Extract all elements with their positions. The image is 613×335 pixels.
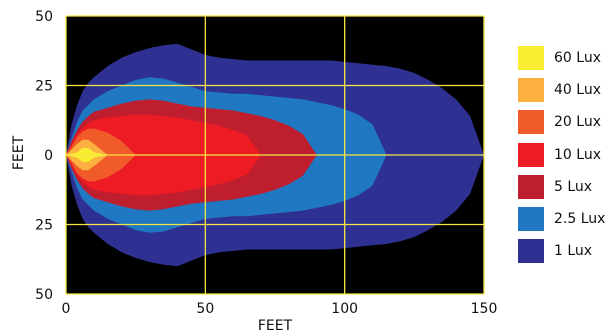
- grid-layer: [65, 15, 485, 295]
- x-tick-label: 0: [62, 301, 71, 317]
- legend-swatch: [518, 142, 544, 167]
- legend-label: 20 Lux: [554, 114, 601, 131]
- legend-label: 5 Lux: [554, 178, 593, 195]
- legend-item: 10 Lux: [518, 139, 605, 171]
- x-axis-title: FEET: [258, 318, 293, 334]
- x-tick-label: 100: [331, 301, 358, 317]
- legend-label: 10 Lux: [554, 146, 601, 163]
- legend-label: 40 Lux: [554, 82, 601, 99]
- y-tick-label: 25: [35, 79, 53, 95]
- legend-item: 20 Lux: [518, 106, 605, 138]
- x-tick-label: 50: [196, 301, 214, 317]
- y-tick-label: 0: [44, 148, 53, 164]
- plot-area: [65, 15, 485, 295]
- legend-swatch: [518, 207, 544, 232]
- legend-swatch: [518, 110, 544, 135]
- x-tick-label: 150: [471, 301, 498, 317]
- legend-swatch: [518, 239, 544, 264]
- y-axis-title: FEET: [11, 135, 27, 170]
- legend: 60 Lux 40 Lux 20 Lux 10 Lux 5 Lux 2.5 Lux 1 Lu…: [518, 42, 605, 267]
- y-axis-ticks: 50 25 0 25 50: [35, 9, 53, 303]
- legend-label: 60 Lux: [554, 50, 601, 67]
- x-axis-ticks: 0 50 100 150: [62, 301, 498, 317]
- y-tick-label: 50: [35, 287, 53, 303]
- legend-item: 1 Lux: [518, 235, 605, 267]
- legend-label: 2.5 Lux: [554, 211, 606, 228]
- legend-item: 2.5 Lux: [518, 203, 605, 235]
- legend-item: 40 Lux: [518, 74, 605, 106]
- y-tick-label: 25: [35, 218, 53, 234]
- legend-swatch: [518, 174, 544, 199]
- legend-swatch: [518, 78, 544, 103]
- legend-label: 1 Lux: [554, 243, 593, 260]
- legend-item: 60 Lux: [518, 42, 605, 74]
- legend-item: 5 Lux: [518, 171, 605, 203]
- legend-swatch: [518, 46, 544, 71]
- y-tick-label: 50: [35, 9, 53, 25]
